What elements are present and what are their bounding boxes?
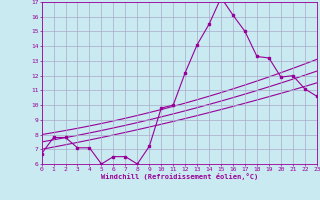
X-axis label: Windchill (Refroidissement éolien,°C): Windchill (Refroidissement éolien,°C) <box>100 173 258 180</box>
